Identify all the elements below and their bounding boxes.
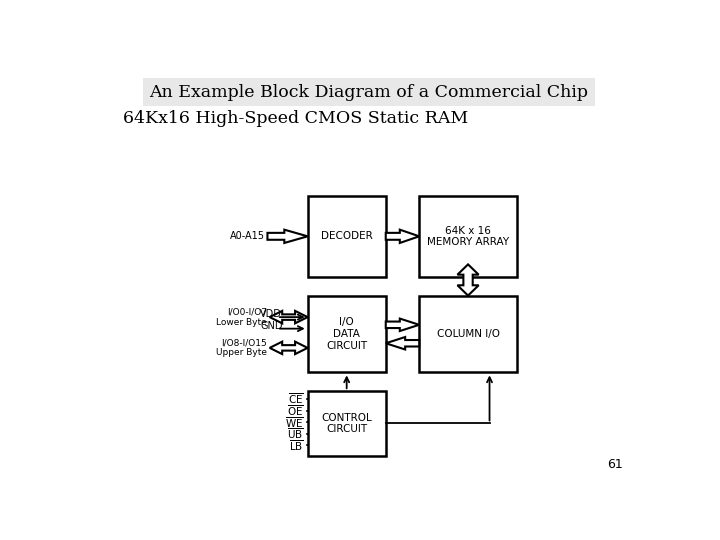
- Polygon shape: [386, 230, 419, 243]
- Bar: [419, 295, 517, 373]
- Polygon shape: [386, 337, 419, 349]
- Text: VDD: VDD: [260, 309, 282, 319]
- Text: $\overline{\mathrm{WE}}$: $\overline{\mathrm{WE}}$: [285, 415, 304, 429]
- Bar: [143, 78, 595, 106]
- Text: $\overline{\mathrm{CE}}$: $\overline{\mathrm{CE}}$: [288, 392, 304, 406]
- Text: CONTROL
CIRCUIT: CONTROL CIRCUIT: [321, 413, 372, 434]
- Text: An Example Block Diagram of a Commercial Chip: An Example Block Diagram of a Commercial…: [150, 84, 588, 101]
- Text: $\overline{\mathrm{OE}}$: $\overline{\mathrm{OE}}$: [287, 403, 304, 418]
- Bar: [419, 196, 517, 277]
- Bar: [307, 295, 386, 373]
- Polygon shape: [270, 311, 307, 323]
- Text: COLUMN I/O: COLUMN I/O: [436, 329, 500, 339]
- Text: DECODER: DECODER: [321, 231, 372, 241]
- Polygon shape: [457, 265, 479, 295]
- Text: 64K x 16
MEMORY ARRAY: 64K x 16 MEMORY ARRAY: [427, 226, 509, 247]
- Text: 64Kx16 High-Speed CMOS Static RAM: 64Kx16 High-Speed CMOS Static RAM: [124, 110, 469, 127]
- Bar: [307, 196, 386, 277]
- Text: 61: 61: [607, 458, 623, 471]
- Text: Upper Byte: Upper Byte: [216, 348, 267, 357]
- Polygon shape: [270, 342, 307, 354]
- Text: GND: GND: [260, 321, 283, 330]
- Bar: [307, 391, 386, 456]
- Text: I/O0-I/O7: I/O0-I/O7: [227, 308, 267, 316]
- Text: $\overline{\mathrm{LB}}$: $\overline{\mathrm{LB}}$: [289, 438, 304, 453]
- Polygon shape: [267, 230, 307, 243]
- Text: A0-A15: A0-A15: [230, 231, 265, 241]
- Text: $\overline{\mathrm{UB}}$: $\overline{\mathrm{UB}}$: [287, 427, 304, 441]
- Text: Lower Byte: Lower Byte: [216, 318, 267, 327]
- Polygon shape: [386, 319, 419, 331]
- Text: I/O8-I/O15: I/O8-I/O15: [221, 339, 267, 347]
- Text: I/O
DATA
CIRCUIT: I/O DATA CIRCUIT: [326, 318, 367, 350]
